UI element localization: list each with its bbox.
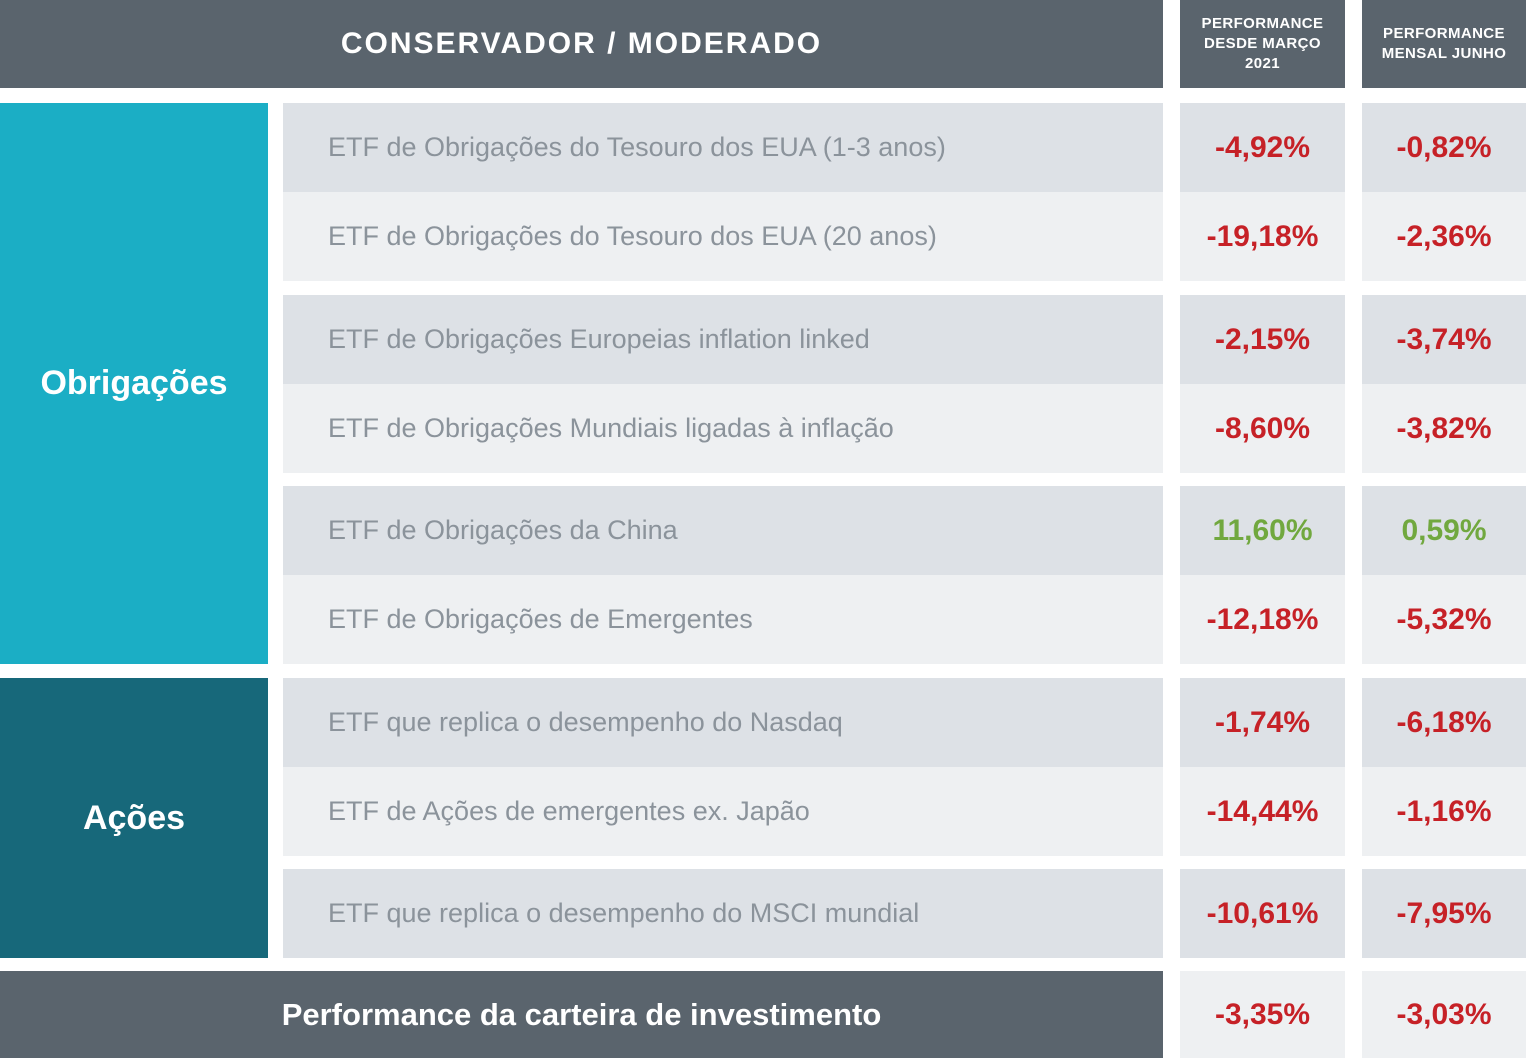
performance-monthly-value: -0,82% (1362, 103, 1526, 192)
performance-since-value: -4,92% (1180, 103, 1345, 192)
column-header-performance-monthly: PERFORMANCE MENSAL JUNHO (1362, 0, 1526, 88)
performance-since-value: -1,74% (1180, 678, 1345, 767)
performance-monthly-value-text: 0,59% (1401, 513, 1487, 547)
performance-since-value: -8,60% (1180, 384, 1345, 473)
etf-row-label: ETF de Obrigações do Tesouro dos EUA (1-… (283, 103, 1163, 192)
etf-row-label: ETF de Obrigações da China (283, 486, 1163, 575)
performance-since-value-text: -8,60% (1214, 411, 1311, 445)
performance-since-value-text: -10,61% (1206, 896, 1319, 930)
performance-since-value-text: -14,44% (1206, 794, 1319, 828)
performance-since-value-text: -4,92% (1214, 130, 1311, 164)
performance-monthly-value: -3,82% (1362, 384, 1526, 473)
performance-monthly-value: -6,18% (1362, 678, 1526, 767)
performance-monthly-value-text: -3,74% (1396, 322, 1492, 356)
performance-since-value-text: 11,60% (1212, 513, 1313, 547)
table-title: CONSERVADOR / MODERADO (340, 27, 823, 60)
category-label: Ações (82, 798, 186, 837)
etf-row-label: ETF de Obrigações Europeias inflation li… (283, 295, 1163, 384)
performance-since-value: -19,18% (1180, 192, 1345, 281)
performance-since-value-text: -12,18% (1206, 602, 1319, 636)
footer-bar: Performance da carteira de investimento (0, 971, 1163, 1058)
footer-monthly-value-text: -3,03% (1396, 998, 1492, 1031)
performance-since-value-text: -2,15% (1214, 322, 1311, 356)
performance-since-value: -2,15% (1180, 295, 1345, 384)
performance-since-value: -14,44% (1180, 767, 1345, 856)
performance-since-value: -10,61% (1180, 869, 1345, 958)
performance-monthly-value-text: -6,18% (1396, 705, 1492, 739)
category-obrigacoes: Obrigações (0, 103, 268, 664)
performance-monthly-value: -2,36% (1362, 192, 1526, 281)
performance-monthly-value: -5,32% (1362, 575, 1526, 664)
performance-monthly-value: -7,95% (1362, 869, 1526, 958)
etf-row-label: ETF de Obrigações Mundiais ligadas à inf… (283, 384, 1163, 473)
performance-monthly-value-text: -7,95% (1396, 896, 1492, 930)
performance-monthly-value-text: -5,32% (1396, 602, 1492, 636)
column-header-performance-since: PERFORMANCE DESDE MARÇO 2021 (1180, 0, 1345, 88)
etf-row-label: ETF de Obrigações do Tesouro dos EUA (20… (283, 192, 1163, 281)
category-acoes: Ações (0, 678, 268, 958)
performance-monthly-value-text: -0,82% (1396, 130, 1492, 164)
etf-row-label: ETF de Obrigações de Emergentes (283, 575, 1163, 664)
performance-since-value: 11,60% (1180, 486, 1345, 575)
performance-monthly-value-text: -3,82% (1396, 411, 1492, 445)
etf-row-label: ETF de Ações de emergentes ex. Japão (283, 767, 1163, 856)
etf-row-label: ETF que replica o desempenho do Nasdaq (283, 678, 1163, 767)
performance-monthly-value-text: -2,36% (1396, 219, 1492, 253)
footer-title: Performance da carteira de investimento (281, 997, 882, 1032)
category-label: Obrigações (40, 364, 228, 402)
performance-monthly-value: -1,16% (1362, 767, 1526, 856)
table-header-bar: CONSERVADOR / MODERADO (0, 0, 1163, 88)
performance-since-value-text: -1,74% (1214, 705, 1311, 739)
performance-monthly-value: -3,74% (1362, 295, 1526, 384)
footer-performance-monthly-value: -3,03% (1362, 971, 1526, 1058)
performance-monthly-value: 0,59% (1362, 486, 1526, 575)
performance-monthly-value-text: -1,16% (1396, 794, 1492, 828)
footer-since-value-text: -3,35% (1214, 998, 1311, 1031)
etf-row-label: ETF que replica o desempenho do MSCI mun… (283, 869, 1163, 958)
footer-performance-since-value: -3,35% (1180, 971, 1345, 1058)
performance-since-value-text: -19,18% (1206, 219, 1319, 253)
performance-since-value: -12,18% (1180, 575, 1345, 664)
